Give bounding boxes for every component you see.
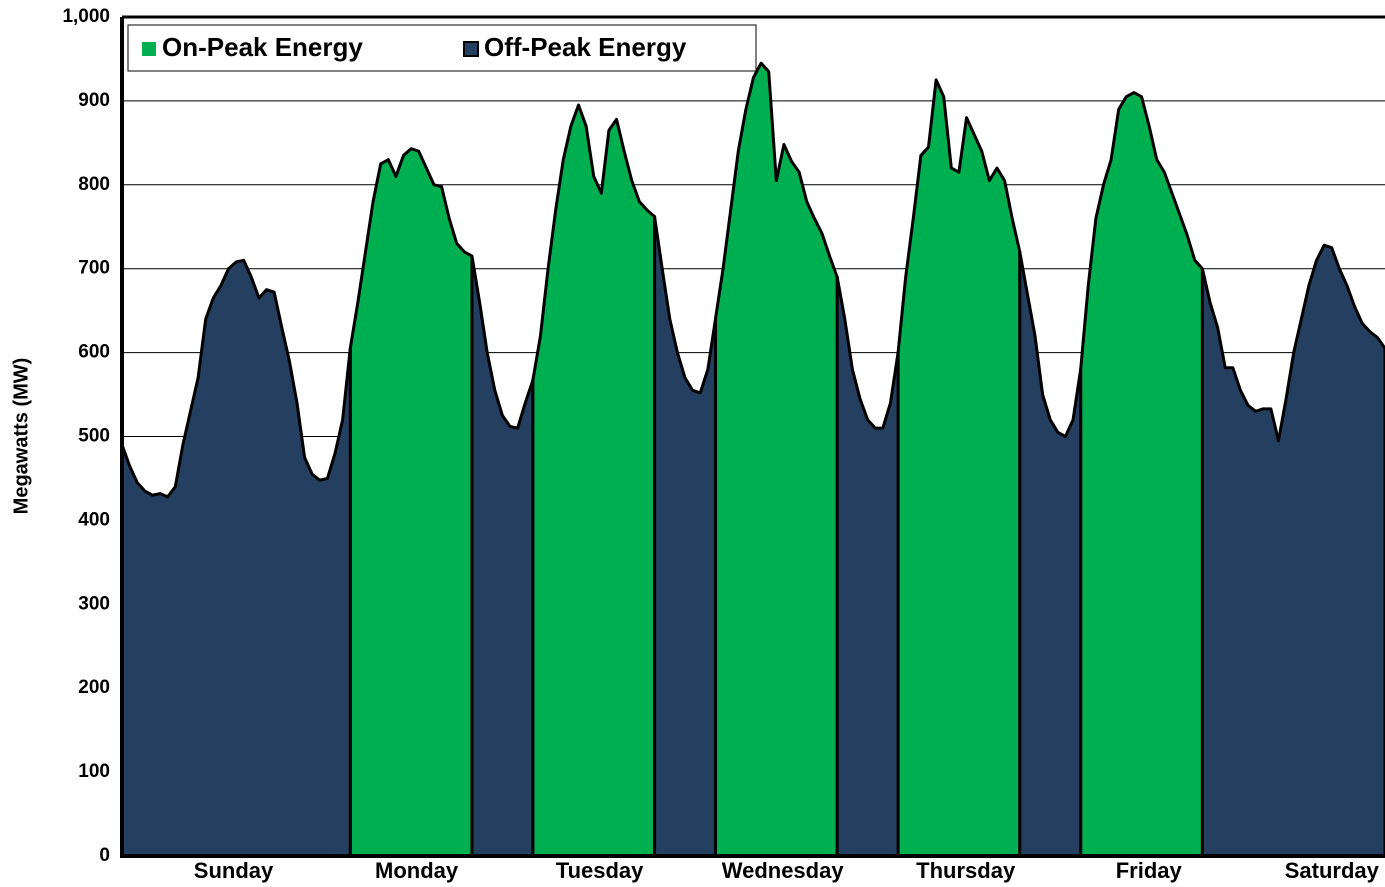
x-tick-label: Monday [375, 858, 459, 883]
area [1018, 250, 1083, 858]
x-tick-label: Friday [1116, 858, 1183, 883]
x-tick-label: Thursday [916, 858, 1016, 883]
area [1200, 243, 1385, 858]
legend-label: On-Peak Energy [162, 32, 363, 62]
y-tick-label: 0 [99, 845, 110, 866]
y-tick-label: 500 [78, 426, 110, 447]
y-tick-label: 100 [78, 761, 110, 782]
legend: On-Peak Energy Off-Peak Energy [127, 24, 757, 72]
legend-box [127, 24, 757, 72]
y-tick-label: 200 [78, 677, 110, 698]
y-tick-label: 600 [78, 342, 110, 363]
y-axis-label: Megawatts (MW) [10, 358, 32, 515]
area [120, 258, 352, 858]
area [531, 103, 657, 858]
y-tick-label: 400 [78, 509, 110, 530]
area [713, 61, 839, 858]
area [896, 78, 1022, 858]
x-tick-label: Saturday [1285, 858, 1380, 883]
area [348, 147, 474, 858]
area [470, 254, 535, 858]
x-tick-label: Sunday [194, 858, 274, 883]
area [1079, 91, 1204, 858]
legend-label: Off-Peak Energy [484, 32, 687, 62]
x-tick-label: Wednesday [722, 858, 845, 883]
x-tick-label: Tuesday [556, 858, 644, 883]
y-tick-label: 300 [78, 593, 110, 614]
area [653, 215, 717, 858]
y-tick-label: 1,000 [62, 6, 110, 27]
legend-swatch [142, 42, 156, 56]
y-tick-label: 900 [78, 90, 110, 111]
y-tick-label: 700 [78, 258, 110, 279]
area [835, 275, 900, 858]
y-tick-label: 800 [78, 174, 110, 195]
legend-swatch [463, 41, 479, 57]
